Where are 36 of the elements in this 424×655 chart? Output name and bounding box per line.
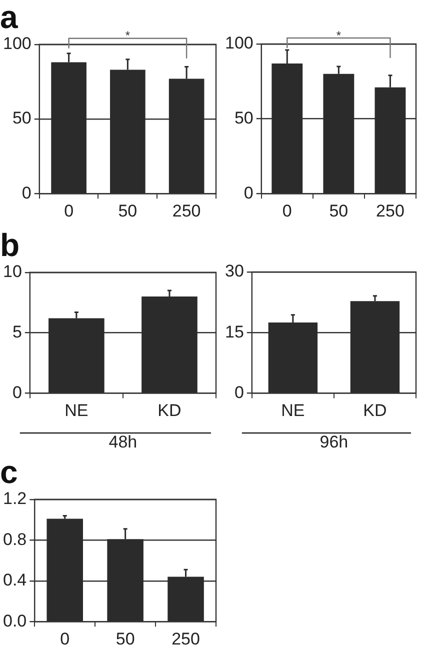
x-tick-label: 0: [64, 201, 74, 220]
y-tick-label: 100: [2, 34, 32, 54]
chart-title: b: [0, 227, 20, 264]
y-tick-label: 1.2: [2, 489, 27, 508]
x-tick-label: 50: [329, 201, 348, 220]
text: *: [125, 28, 130, 43]
y-tick-label: 0: [234, 382, 244, 402]
y-tick-label: 0: [12, 382, 22, 402]
y-tick-label: 0.8: [2, 530, 27, 549]
x-tick-label: 250: [172, 201, 201, 220]
x-tick-label: 50: [116, 629, 135, 648]
x-tick-label: 0: [282, 201, 292, 220]
chart-title: c: [0, 454, 18, 490]
x-tick-label: 50: [118, 201, 138, 220]
y-tick-label: 10: [2, 262, 22, 282]
x-axis-title: 48h: [108, 432, 138, 452]
x-tick-label: NE: [64, 401, 88, 420]
y-tick-label: 0.4: [2, 570, 27, 590]
x-tick-label: 250: [376, 201, 404, 220]
text: *: [336, 28, 342, 42]
y-tick-label: 15: [224, 322, 244, 342]
x-axis-title: 96h: [320, 432, 348, 452]
y-tick-label: 0: [244, 183, 254, 202]
y-tick-label: 0: [22, 183, 32, 202]
y-tick-label: 0.0: [2, 611, 27, 630]
y-tick-label: 5: [12, 322, 22, 342]
y-tick-label: 30: [224, 262, 244, 281]
y-tick-label: 100: [224, 34, 254, 53]
x-tick-label: 250: [172, 629, 200, 648]
x-tick-label: KD: [363, 401, 387, 420]
chart-title: a: [0, 0, 18, 36]
y-tick-label: 50: [12, 108, 32, 128]
x-tick-label: NE: [281, 401, 305, 420]
x-tick-label: KD: [158, 401, 182, 420]
x-tick-label: 0: [60, 629, 70, 648]
y-tick-label: 50: [234, 108, 254, 128]
